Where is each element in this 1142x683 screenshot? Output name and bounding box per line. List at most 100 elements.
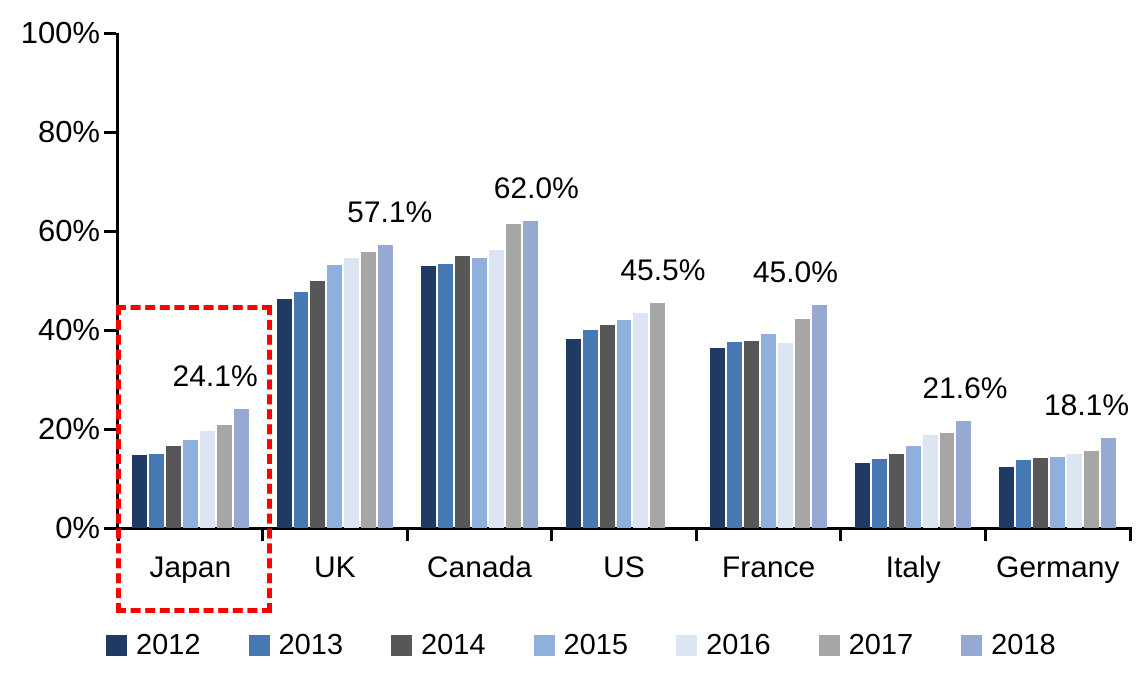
y-axis-tick [104,131,116,134]
bar [999,467,1015,528]
bar [599,325,615,528]
bar [633,312,649,528]
bar [710,347,726,528]
x-axis-line [104,527,1132,530]
legend-item: 2013 [248,629,344,661]
bar [378,245,394,528]
bar [471,257,487,528]
bar [1050,457,1066,528]
bar [216,425,232,528]
legend-label: 2014 [421,629,486,661]
legend-label: 2012 [136,629,201,661]
bar [1084,450,1100,528]
legend-item: 2016 [676,629,771,661]
bar [794,319,810,528]
category-label: France [721,551,816,584]
bar [871,459,887,528]
bar [1016,460,1032,528]
bar [1067,453,1083,528]
bar [488,250,504,528]
bar [199,430,215,528]
bar [761,333,777,528]
legend-swatch [818,634,840,656]
data-label: 45.0% [752,256,838,290]
bar [1101,438,1116,528]
y-axis-tick-label: 0% [55,510,100,545]
bar [811,305,827,528]
bar [505,223,521,528]
bar [888,453,904,528]
bar [939,433,955,528]
legend-swatch [961,634,983,656]
y-axis-tick-label: 100% [20,15,100,50]
category-label: US [603,551,645,584]
data-label: 21.6% [922,372,1008,406]
bar [182,439,198,528]
x-axis-tick [261,528,265,541]
legend-item: 2015 [533,629,629,661]
bar [854,462,870,528]
bar [310,281,326,528]
y-axis-tick [104,527,116,530]
x-axis-tick [694,528,698,541]
legend-swatch [533,634,555,656]
bar [344,257,360,528]
bar [293,291,309,528]
legend-item: 2014 [391,629,486,661]
legend-label: 2016 [706,629,771,661]
y-axis-tick [104,230,116,233]
bar [905,445,921,528]
category-label: UK [314,551,356,584]
bar [132,455,147,528]
bar [727,342,743,528]
y-axis-tick-label: 80% [37,114,100,149]
bar [778,343,793,528]
legend-item: 2018 [961,629,1056,661]
x-axis-tick [1128,528,1132,541]
category-label: Italy [885,551,941,584]
y-axis-tick-label: 40% [37,312,100,347]
legend-swatch [106,634,127,656]
data-label: 24.1% [172,359,258,393]
bar [165,446,181,528]
bar [148,453,164,528]
legend-swatch [676,634,698,656]
bar [421,266,437,528]
bar [616,319,632,528]
x-axis-tick [983,528,987,541]
bar [438,263,454,528]
bar [522,221,538,528]
y-axis-tick [104,329,116,332]
x-axis-tick [839,528,843,541]
y-axis-tick-label: 20% [37,411,100,446]
legend-label: 2015 [563,629,629,661]
category-label: Germany [996,551,1120,584]
bar [1033,458,1049,528]
y-axis-tick-label: 60% [37,213,100,248]
data-label: 18.1% [1043,389,1130,423]
bar [455,256,470,528]
x-axis-tick [405,528,409,541]
category-label: Japan [149,551,232,584]
x-axis-tick [550,528,554,541]
legend-label: 2013 [278,629,344,661]
highlight-box [116,305,272,613]
y-axis-tick [104,428,116,431]
bar [650,302,666,528]
legend-item: 2012 [106,629,201,661]
legend-label: 2017 [848,629,914,661]
data-label: 57.1% [347,196,433,230]
bar [327,264,343,528]
y-axis-line [116,33,119,530]
legend-item: 2017 [818,629,914,661]
bar [582,329,598,528]
data-label: 62.0% [493,172,579,206]
y-axis-tick [104,32,116,35]
bar [922,434,938,528]
bar [233,408,249,528]
data-label: 45.5% [620,253,706,287]
bar [361,252,377,528]
bar [565,338,581,528]
legend-swatch [248,634,270,656]
